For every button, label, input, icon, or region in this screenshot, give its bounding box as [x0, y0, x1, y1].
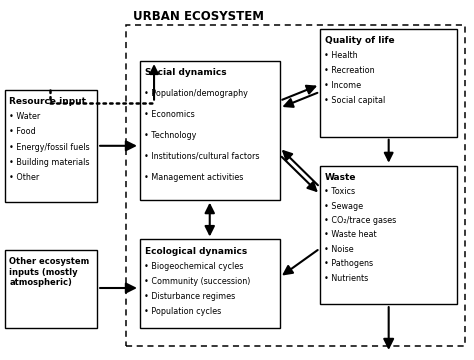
FancyArrowPatch shape: [282, 86, 315, 100]
Text: • Biogeochemical cycles: • Biogeochemical cycles: [144, 262, 243, 271]
Text: • Toxics: • Toxics: [324, 187, 355, 196]
FancyArrowPatch shape: [283, 151, 318, 185]
FancyArrowPatch shape: [100, 284, 135, 292]
Text: • Institutions/cultural factors: • Institutions/cultural factors: [144, 152, 259, 161]
Text: • Management activities: • Management activities: [144, 173, 243, 182]
Text: • Community (succession): • Community (succession): [144, 277, 250, 286]
Text: • Building materials: • Building materials: [9, 158, 89, 167]
FancyArrowPatch shape: [282, 157, 316, 191]
FancyArrowPatch shape: [150, 66, 158, 100]
Text: • Social capital: • Social capital: [324, 96, 385, 105]
Text: • Sewage: • Sewage: [324, 202, 363, 211]
FancyBboxPatch shape: [140, 61, 280, 200]
Text: URBAN ECOSYSTEM: URBAN ECOSYSTEM: [133, 10, 264, 23]
FancyBboxPatch shape: [140, 239, 280, 328]
FancyBboxPatch shape: [320, 29, 457, 137]
Text: • Recreation: • Recreation: [324, 66, 374, 75]
Text: Other ecosystem
inputs (mostly
atmospheric): Other ecosystem inputs (mostly atmospher…: [9, 257, 90, 287]
Text: • Health: • Health: [324, 51, 357, 60]
Text: • Waste heat: • Waste heat: [324, 230, 376, 239]
Text: • Population/demography: • Population/demography: [144, 89, 247, 98]
Text: • Pathogens: • Pathogens: [324, 259, 373, 268]
Text: Resource input: Resource input: [9, 97, 86, 106]
Text: Social dynamics: Social dynamics: [145, 68, 226, 77]
Text: • CO₂/trace gases: • CO₂/trace gases: [324, 216, 396, 225]
FancyBboxPatch shape: [320, 166, 457, 304]
Text: • Disturbance regimes: • Disturbance regimes: [144, 292, 235, 301]
Text: • Other: • Other: [9, 173, 39, 182]
Text: • Technology: • Technology: [144, 131, 196, 140]
Text: • Water: • Water: [9, 112, 40, 121]
Text: Quality of life: Quality of life: [325, 36, 394, 45]
FancyBboxPatch shape: [5, 250, 97, 328]
Text: • Nutrients: • Nutrients: [324, 274, 368, 283]
FancyArrowPatch shape: [100, 141, 135, 150]
Text: • Economics: • Economics: [144, 110, 194, 119]
FancyBboxPatch shape: [5, 90, 97, 202]
FancyArrowPatch shape: [206, 205, 214, 234]
FancyArrowPatch shape: [284, 250, 318, 274]
FancyArrowPatch shape: [284, 93, 318, 107]
Text: • Noise: • Noise: [324, 245, 353, 254]
Text: • Food: • Food: [9, 127, 35, 136]
FancyArrowPatch shape: [384, 307, 393, 348]
Text: Ecological dynamics: Ecological dynamics: [145, 247, 247, 256]
Text: Waste: Waste: [325, 173, 356, 182]
Text: • Income: • Income: [324, 81, 361, 90]
FancyArrowPatch shape: [385, 140, 392, 161]
Text: • Energy/fossil fuels: • Energy/fossil fuels: [9, 143, 89, 152]
Text: • Population cycles: • Population cycles: [144, 307, 221, 316]
